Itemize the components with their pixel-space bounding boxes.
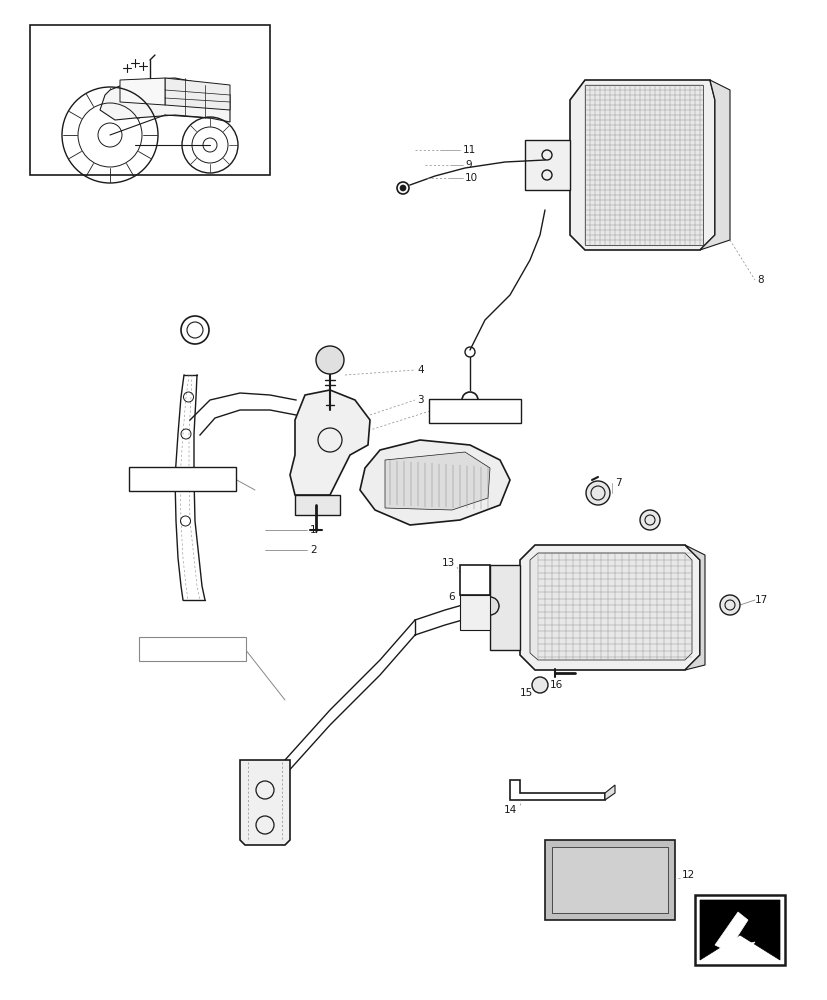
- Text: 6: 6: [448, 592, 455, 602]
- Text: 14: 14: [503, 805, 516, 815]
- Polygon shape: [490, 565, 519, 650]
- Polygon shape: [605, 785, 614, 800]
- Polygon shape: [699, 900, 779, 960]
- Text: 9: 9: [465, 160, 471, 170]
- Bar: [552, 847, 667, 913]
- Polygon shape: [524, 140, 569, 190]
- Bar: [30, 25, 270, 175]
- Circle shape: [719, 595, 739, 615]
- Polygon shape: [360, 440, 509, 525]
- Polygon shape: [519, 545, 699, 670]
- Polygon shape: [165, 78, 230, 110]
- Text: 12: 12: [681, 870, 695, 880]
- Text: 5: 5: [471, 575, 477, 585]
- FancyBboxPatch shape: [139, 637, 246, 661]
- Bar: [544, 840, 674, 920]
- Polygon shape: [585, 85, 702, 245]
- Text: 1.92.99: 1.92.99: [172, 644, 212, 654]
- Text: PAG. 1: PAG. 1: [457, 406, 491, 416]
- Circle shape: [639, 510, 659, 530]
- Text: 1: 1: [309, 525, 316, 535]
- Text: 1.92.87: 1.92.87: [162, 474, 202, 484]
- Polygon shape: [289, 390, 370, 495]
- Bar: [694, 895, 784, 965]
- Text: 3: 3: [417, 395, 423, 405]
- Polygon shape: [529, 553, 691, 660]
- Text: 13: 13: [442, 558, 455, 568]
- Polygon shape: [684, 545, 704, 670]
- FancyBboxPatch shape: [428, 399, 520, 423]
- Text: 2: 2: [309, 545, 316, 555]
- Bar: [460, 595, 490, 630]
- Polygon shape: [120, 78, 165, 105]
- Bar: [460, 565, 490, 595]
- Polygon shape: [569, 80, 715, 250]
- Circle shape: [532, 677, 547, 693]
- Text: 10: 10: [465, 173, 477, 183]
- Circle shape: [399, 185, 405, 191]
- Polygon shape: [100, 78, 230, 122]
- Text: 11: 11: [462, 145, 476, 155]
- Circle shape: [586, 481, 609, 505]
- Circle shape: [316, 346, 343, 374]
- Polygon shape: [480, 602, 499, 610]
- Polygon shape: [240, 760, 289, 845]
- Text: 7: 7: [614, 478, 621, 488]
- Polygon shape: [385, 452, 490, 510]
- Polygon shape: [715, 912, 754, 958]
- FancyBboxPatch shape: [129, 467, 236, 491]
- Text: 4: 4: [417, 365, 423, 375]
- Polygon shape: [699, 80, 729, 250]
- Circle shape: [480, 597, 499, 615]
- Text: 16: 16: [549, 680, 562, 690]
- Text: 8: 8: [756, 275, 762, 285]
- Text: 15: 15: [519, 688, 533, 698]
- Polygon shape: [294, 495, 340, 515]
- Text: 17: 17: [754, 595, 767, 605]
